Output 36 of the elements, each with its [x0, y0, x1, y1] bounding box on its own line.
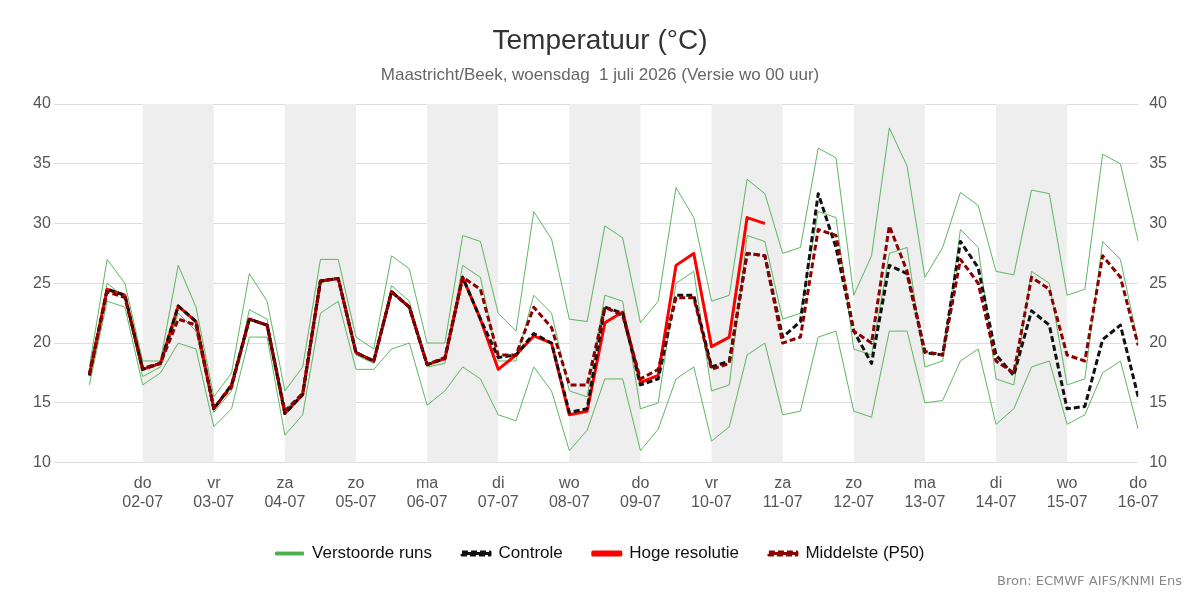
legend-label: Verstoorde runs [312, 543, 433, 563]
y2-tick-label: 30 [1149, 213, 1168, 231]
x-tick-label: wo 08-07 [548, 473, 590, 510]
chart-subtitle: Maastricht/Beek, woensdag 1 juli 2026 (Versie wo 00 uur) [380, 65, 820, 85]
x-tick-label: do 02-07 [122, 473, 164, 510]
y-tick-label: 15 [33, 393, 51, 411]
x-tick-label: zo 12-07 [833, 473, 875, 510]
y-tick-label: 10 [33, 453, 51, 471]
y-tick-label: 35 [33, 154, 51, 172]
x-tick-label: ma 13-07 [904, 473, 946, 510]
x-tick-label: di 07-07 [477, 473, 519, 510]
legend-label: Controle [498, 543, 563, 563]
x-tick-label: zo 05-07 [335, 473, 377, 510]
y2-tick-label: 15 [1149, 393, 1168, 411]
text: Bron: ECMWF AIFS/KNMI Ens [997, 573, 1182, 588]
y-tick-label: 20 [33, 333, 51, 351]
x-tick-label: do 16-07 [1117, 473, 1159, 510]
y2-tick-label: 10 [1149, 453, 1168, 471]
y2-tick-label: 40 [1149, 94, 1168, 112]
chart-title: Temperatuur (°C) [492, 23, 708, 55]
y2-tick-label: 35 [1149, 154, 1168, 172]
y2-tick-label: 25 [1149, 273, 1168, 291]
legend-label: Hoge resolutie [629, 543, 739, 563]
y2-tick-label: 20 [1149, 333, 1168, 351]
y-tick-label: 40 [33, 94, 51, 112]
x-tick-label: za 04-07 [264, 473, 306, 510]
y-tick-label: 30 [33, 213, 51, 231]
x-tick-label: vr 03-07 [193, 473, 235, 510]
x-tick-label: za 11-07 [762, 473, 803, 510]
x-tick-label: wo 15-07 [1046, 473, 1088, 510]
x-tick-label: do 09-07 [619, 473, 662, 510]
legend-label: Middelste (P50) [805, 543, 925, 563]
y-tick-label: 25 [33, 273, 51, 291]
x-tick-label: vr 10-07 [691, 473, 733, 510]
x-tick-label: di 14-07 [975, 473, 1017, 510]
x-tick-label: ma 06-07 [406, 473, 448, 510]
